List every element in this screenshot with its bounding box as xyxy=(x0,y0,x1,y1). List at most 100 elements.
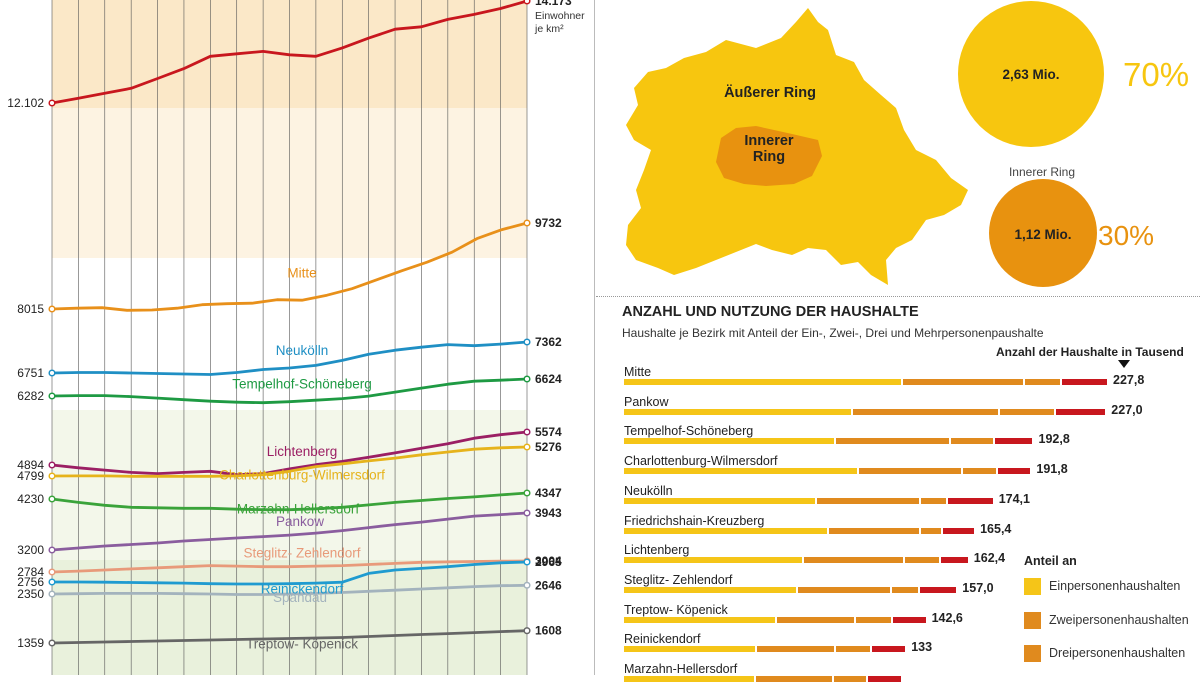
series-start-label: 2756 xyxy=(17,575,44,589)
series-start-label: 8015 xyxy=(17,302,44,316)
households-bar-segment xyxy=(624,557,803,564)
series-end-label: 5574 xyxy=(535,425,562,439)
series-start-point xyxy=(48,369,56,377)
series-end-label: 3943 xyxy=(535,506,562,520)
outer-ring-percent: 70% xyxy=(1123,56,1189,93)
households-row: Marzahn-Hellersdorf xyxy=(624,662,1184,690)
series-start-point xyxy=(48,392,56,400)
series-start-point xyxy=(48,568,56,576)
households-value: 227,8 xyxy=(1113,373,1145,387)
series-line xyxy=(51,583,528,596)
axis-arrow-icon xyxy=(1118,360,1130,368)
households-bar-segment xyxy=(948,497,993,504)
legend-swatch xyxy=(1024,578,1041,595)
households-bar xyxy=(624,438,1034,445)
series-start-label: 1359 xyxy=(17,636,44,650)
households-bar-segment xyxy=(943,527,975,534)
households-row-name: Marzahn-Hellersdorf xyxy=(624,662,738,676)
series-name-label: Spandau xyxy=(273,590,327,605)
households-row: Treptow- Köpenick 142,6 xyxy=(624,603,1184,631)
series-start-label: 12.102 xyxy=(7,96,44,110)
series-end-label: 2965 xyxy=(535,555,562,569)
households-row: Charlottenburg-Wilmersdorf 191,8 xyxy=(624,454,1184,482)
series-name-label: Steglitz- Zehlendorf xyxy=(243,546,360,561)
legend-item: Einpersonenhaushalten xyxy=(1024,578,1200,598)
series-start-point xyxy=(48,461,56,469)
outer-ring-label: Äußerer Ring xyxy=(724,84,816,101)
series-line xyxy=(51,340,528,376)
households-row-name: Pankow xyxy=(624,394,669,409)
households-bar-segment xyxy=(833,676,867,682)
households-bar-segment xyxy=(624,676,755,682)
series-line xyxy=(51,629,528,645)
legend-item: Dreipersonenhaushalten xyxy=(1024,645,1200,665)
series-start-label: 6282 xyxy=(17,389,44,403)
series-end-label: 1608 xyxy=(535,624,562,638)
households-bar-segment xyxy=(904,557,939,564)
series-end-point xyxy=(523,0,531,5)
inner-ring-value: 1,12 Mio. xyxy=(1014,227,1071,242)
households-subtitle: Haushalte je Bezirk mit Anteil der Ein-,… xyxy=(622,326,1044,340)
inner-ring-title: Innerer Ring xyxy=(1009,165,1075,179)
households-bar-segment xyxy=(624,527,828,534)
households-bar xyxy=(624,527,976,534)
legend-label: Dreipersonenhaushalten xyxy=(1049,646,1186,660)
households-bar-segment xyxy=(950,438,993,445)
households-bar-segment xyxy=(1000,408,1055,415)
outer-ring-circle xyxy=(958,1,1104,147)
series-end-label: 2646 xyxy=(535,578,562,592)
series-start-label: 2350 xyxy=(17,587,44,601)
households-axis-label: Anzahl der Haushalte in Tausend xyxy=(996,345,1184,359)
households-bar-segment xyxy=(1061,379,1107,385)
households-bar-segment xyxy=(994,438,1033,445)
households-row: Neukölln 174,1 xyxy=(624,484,1184,512)
legend-swatch xyxy=(1024,645,1041,662)
series-end-label: 6624 xyxy=(535,372,562,386)
inner-ring-label-2: Ring xyxy=(753,149,785,165)
households-row-name: Steglitz- Zehlendorf xyxy=(624,572,733,587)
series-line xyxy=(51,430,528,477)
households-bar-segment xyxy=(940,557,968,564)
households-bar xyxy=(624,557,970,564)
households-bar-segment xyxy=(624,497,816,504)
households-bar-segment xyxy=(892,586,918,593)
households-bar-segment xyxy=(871,646,906,653)
panel-divider xyxy=(594,0,595,675)
households-bar-segment xyxy=(1024,379,1060,385)
households-bar-segment xyxy=(829,527,920,534)
legend-label: Zweipersonenhaushalten xyxy=(1049,613,1189,627)
series-end-label: 4347 xyxy=(535,486,562,500)
series-name-label: Mitte xyxy=(287,266,316,281)
households-bar-segment xyxy=(624,586,797,593)
households-bar-segment xyxy=(858,468,961,475)
households-value: 133 xyxy=(911,640,933,655)
households-bar-segment xyxy=(855,616,892,623)
households-bar xyxy=(624,616,928,623)
series-end-point xyxy=(523,219,531,227)
series-end-point xyxy=(523,443,531,451)
inner-ring-label-1: Innerer xyxy=(744,133,794,149)
series-start-point xyxy=(48,305,56,313)
inner-ring-shape xyxy=(716,126,822,186)
households-row: Steglitz- Zehlendorf 157,0 xyxy=(624,573,1184,601)
series-end-point xyxy=(523,627,531,635)
households-bar-segment xyxy=(624,646,755,653)
households-row-name: Friedrichshain-Kreuzberg xyxy=(624,513,765,528)
households-row: Pankow 227,0 xyxy=(624,395,1184,423)
series-start-label: 3200 xyxy=(17,543,44,557)
series-start-point xyxy=(48,495,56,503)
ring-panel: Äußerer Ring Innerer Ring 2,63 Mio. 70% … xyxy=(596,0,1200,295)
series-line xyxy=(51,445,528,478)
households-bar-segment xyxy=(997,468,1031,475)
households-value: 142,6 xyxy=(931,610,963,625)
series-end-label: 3004 xyxy=(535,554,562,568)
series-start-point xyxy=(48,546,56,554)
households-value: 192,8 xyxy=(1038,432,1070,447)
density-line-chart-svg: 12.10214.173Friedrichshain-Kreuzberg8015… xyxy=(7,0,585,675)
series-name-label: Neukölln xyxy=(276,343,329,358)
series-name-label: Lichtenberg xyxy=(267,444,338,459)
households-row: Tempelhof-Schöneberg 192,8 xyxy=(624,424,1184,452)
series-line xyxy=(51,377,528,405)
series-name-label: Pankow xyxy=(276,514,324,529)
households-value: 227,0 xyxy=(1111,402,1143,417)
